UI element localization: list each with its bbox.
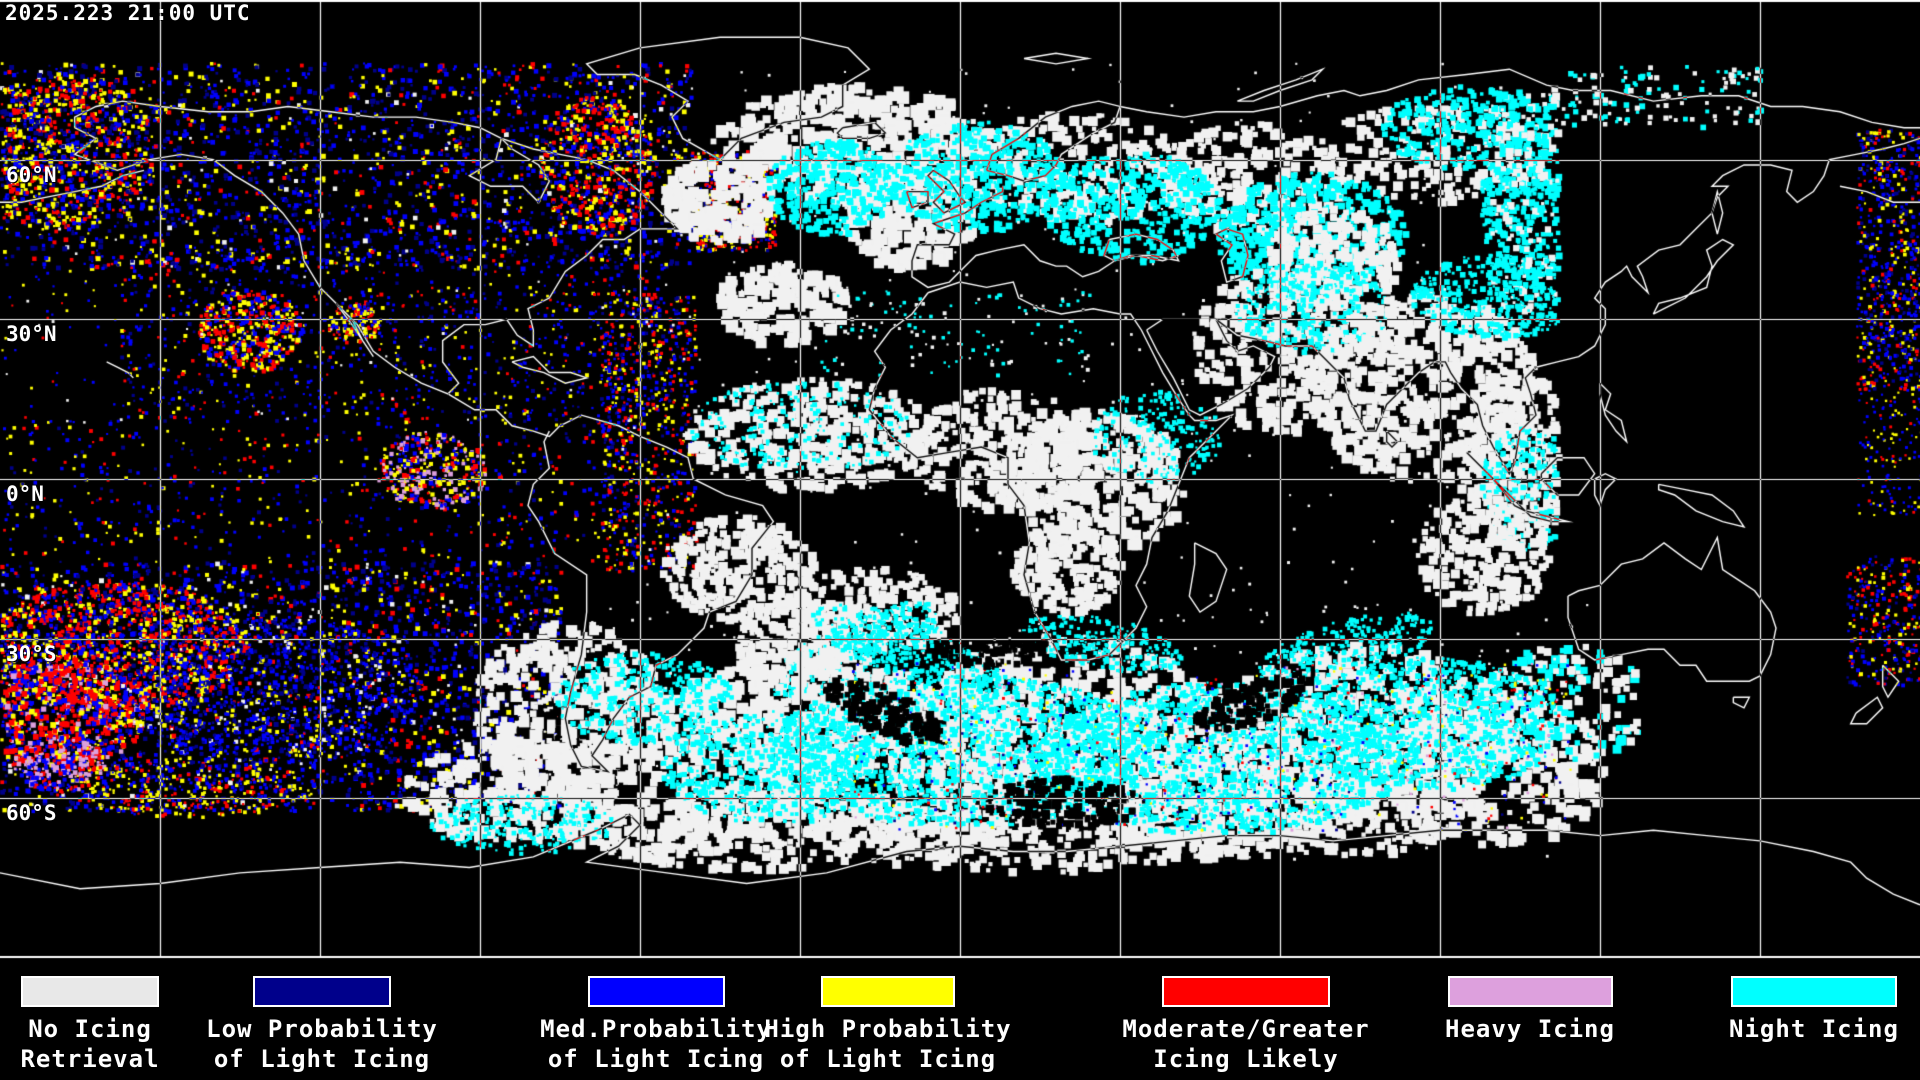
legend-swatch	[1731, 976, 1897, 1007]
legend-item-label: Med.Probability of Light Icing	[540, 1015, 772, 1073]
legend-item-label: Night Icing	[1729, 1015, 1899, 1043]
legend-item-label: Heavy Icing	[1445, 1015, 1615, 1043]
legend-item-label: Moderate/Greater Icing Likely	[1122, 1015, 1370, 1073]
legend-swatch	[587, 976, 725, 1007]
legend-item: Heavy Icing	[1350, 976, 1710, 1044]
legend-swatch	[253, 976, 391, 1007]
legend-item: Moderate/Greater Icing Likely	[1066, 976, 1426, 1074]
legend-item-label: Low Probability of Light Icing	[206, 1015, 438, 1073]
legend-item: Night Icing	[1634, 976, 1920, 1044]
legend-swatch	[1162, 976, 1330, 1007]
legend-item: High Probability of Light Icing	[708, 976, 1068, 1074]
legend: No Icing Retrieval Low Probability of Lig…	[0, 962, 1920, 1080]
legend-swatch	[21, 976, 159, 1007]
legend-item: Low Probability of Light Icing	[142, 976, 502, 1074]
legend-item-label: High Probability of Light Icing	[764, 1015, 1012, 1073]
legend-swatch	[1447, 976, 1613, 1007]
global-icing-map-canvas	[0, 0, 1920, 962]
legend-item-label: No Icing Retrieval	[20, 1015, 160, 1073]
legend-item: No Icing Retrieval	[0, 976, 270, 1074]
legend-item: Med.Probability of Light Icing	[476, 976, 836, 1074]
legend-swatch	[821, 976, 955, 1007]
